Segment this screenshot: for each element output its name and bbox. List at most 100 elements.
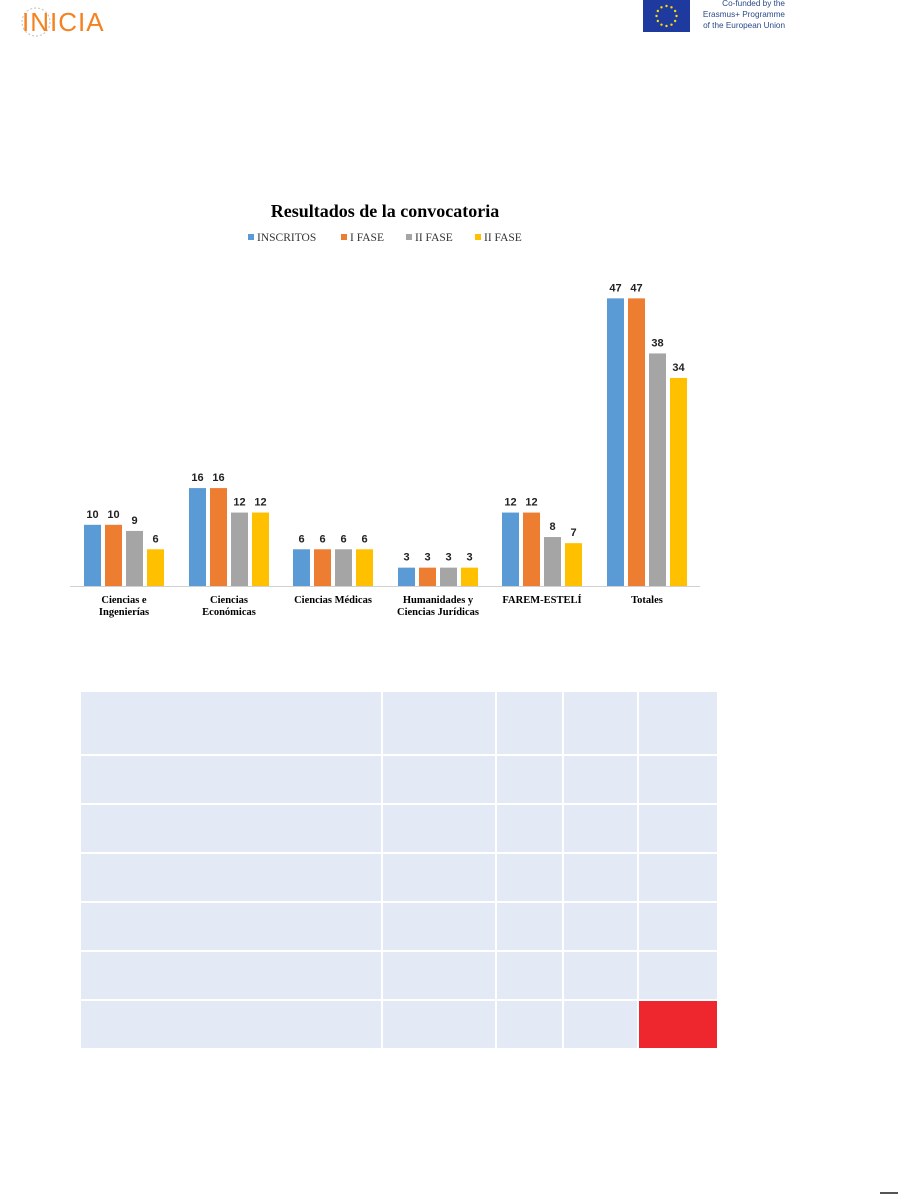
table-cell — [381, 999, 497, 1050]
table-cell — [562, 690, 639, 756]
data-label: 47 — [630, 282, 642, 294]
legend-label: I FASE — [350, 232, 384, 244]
data-label: 3 — [403, 552, 409, 564]
eu-star-icon — [670, 23, 673, 26]
table-cell — [381, 690, 497, 756]
table-cell — [79, 803, 383, 854]
table-row — [79, 803, 719, 854]
logo-text: INICIA — [22, 7, 105, 37]
bar — [628, 298, 645, 586]
legend-swatch — [248, 234, 254, 240]
legend-swatch — [341, 234, 347, 240]
inicia-logo: INICIA — [21, 7, 105, 37]
bar — [147, 549, 164, 586]
data-label: 47 — [609, 282, 621, 294]
eu-star-icon — [660, 23, 663, 26]
data-label: 6 — [319, 533, 325, 545]
data-label: 3 — [424, 552, 430, 564]
eu-line: Erasmus+ Programme — [702, 10, 785, 19]
data-label: 10 — [107, 509, 119, 521]
eu-star-icon — [670, 6, 673, 9]
data-label: 8 — [549, 521, 555, 533]
table-cell — [79, 999, 383, 1050]
category-label: Ciencias — [210, 595, 248, 606]
chart-legend: INSCRITOS I FASE II FASE II FASE — [248, 232, 522, 244]
table-cell — [79, 852, 383, 903]
table-cell — [381, 754, 497, 805]
table-cell — [495, 803, 564, 854]
eu-star-icon — [673, 9, 677, 13]
bar — [649, 353, 666, 586]
bar — [84, 524, 101, 586]
data-label: 6 — [361, 533, 367, 545]
chart-bars — [84, 298, 687, 586]
table-cell — [637, 754, 719, 805]
table-cell — [381, 803, 497, 854]
data-label: 12 — [525, 497, 537, 509]
table-cell — [495, 754, 564, 805]
data-label: 12 — [254, 497, 266, 509]
table-cell — [495, 852, 564, 903]
bar — [607, 298, 624, 586]
table-cell — [79, 901, 383, 952]
table-cell — [562, 803, 639, 854]
bar — [293, 549, 310, 586]
table-cell — [637, 803, 719, 854]
eu-star-icon — [665, 24, 668, 28]
bar — [544, 537, 561, 586]
category-label: Ingenierías — [99, 607, 149, 618]
table-cell — [562, 950, 639, 1001]
table-cell — [637, 901, 719, 952]
category-label: Ciencias e — [101, 595, 147, 606]
legend-label: II FASE — [484, 232, 522, 244]
eu-star-icon — [660, 6, 663, 9]
bar — [398, 567, 415, 586]
results-bar-chart: Resultados de la convocatoria INSCRITOS I… — [70, 201, 700, 618]
table-row — [79, 999, 719, 1050]
data-label: 7 — [570, 527, 576, 539]
bar — [440, 567, 457, 586]
table-cell — [79, 690, 383, 756]
table-cell — [381, 901, 497, 952]
bar — [314, 549, 331, 586]
eu-text: Co-funded by the Erasmus+ Programme of t… — [693, 0, 785, 31]
table-cell — [381, 852, 497, 903]
bar — [252, 512, 269, 586]
eu-star-icon — [656, 19, 660, 23]
logo-ring-icon — [21, 7, 51, 37]
data-label: 16 — [191, 472, 203, 484]
chart-title: Resultados de la convocatoria — [271, 201, 500, 221]
bar — [523, 512, 540, 586]
bar — [189, 488, 206, 586]
category-label: Económicas — [202, 607, 256, 618]
bar — [502, 512, 519, 586]
data-label: 16 — [212, 472, 224, 484]
eu-star-icon — [665, 4, 668, 8]
data-label: 10 — [86, 509, 98, 521]
table-cell — [637, 852, 719, 903]
data-label: 6 — [298, 533, 304, 545]
data-label: 34 — [672, 362, 685, 374]
category-label: FAREM-ESTELÍ — [502, 594, 581, 606]
legend-label: INSCRITOS — [257, 232, 316, 244]
table-cell — [79, 754, 383, 805]
data-label: 6 — [152, 533, 158, 545]
table-cell — [637, 950, 719, 1001]
eu-star-icon — [655, 14, 658, 18]
data-label: 12 — [504, 497, 516, 509]
data-label: 38 — [651, 337, 663, 349]
bar — [461, 567, 478, 586]
table-row — [79, 852, 719, 903]
table-cell — [562, 901, 639, 952]
eu-star-icon — [673, 19, 677, 23]
data-label: 12 — [233, 497, 245, 509]
category-label: Totales — [631, 595, 663, 606]
table-cell — [495, 690, 564, 756]
eu-cofunded-badge: Co-funded by the Erasmus+ Programme of t… — [643, 0, 785, 34]
table-cell — [562, 999, 639, 1050]
table-cell — [562, 852, 639, 903]
bar — [565, 543, 582, 586]
table-row — [79, 901, 719, 952]
bar — [670, 377, 687, 586]
